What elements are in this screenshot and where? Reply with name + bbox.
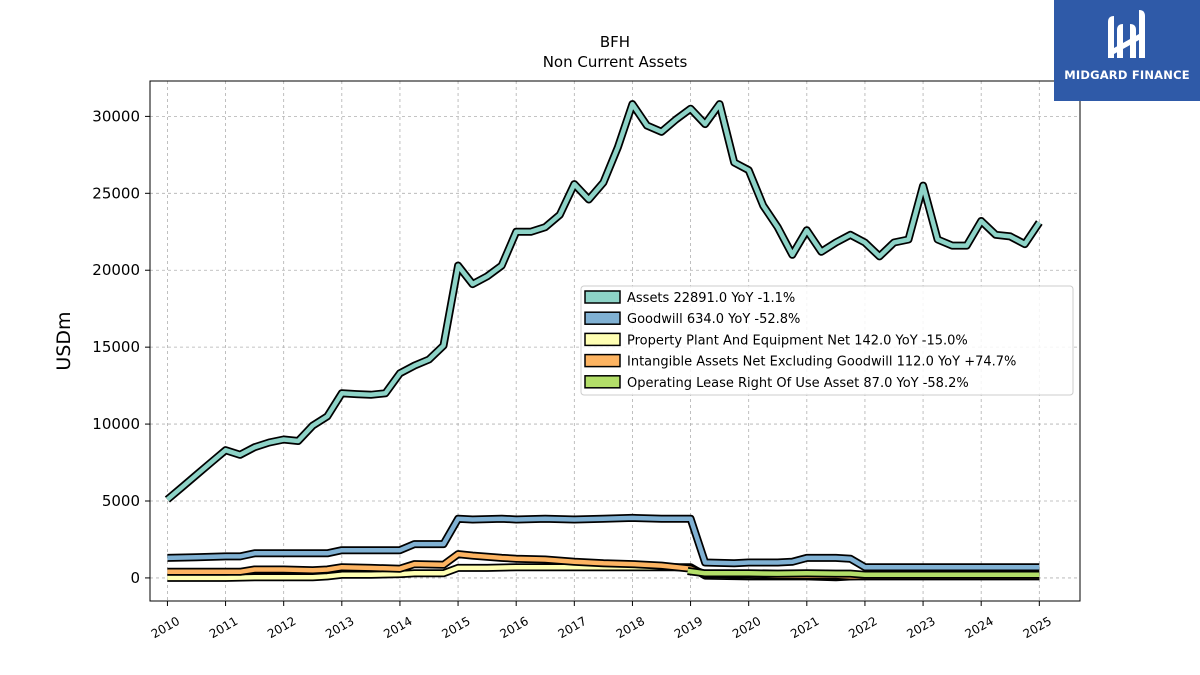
series-lines <box>164 100 1043 582</box>
y-tick-label: 20000 <box>92 261 140 279</box>
x-tick-label: 2023 <box>904 614 937 641</box>
legend-entry-label: Operating Lease Right Of Use Asset 87.0 … <box>627 376 969 391</box>
legend-entry-label: Property Plant And Equipment Net 142.0 Y… <box>627 333 968 348</box>
chart-subtitle: Non Current Assets <box>543 53 688 71</box>
series-line <box>167 515 1040 570</box>
x-axis: 2010 2011 2012 2013 2014 2015 2016 2017 2018 2019… <box>149 601 1054 641</box>
legend-entry-label: Intangible Assets Net Excluding Goodwill… <box>627 355 1016 370</box>
x-tick-label: 2019 <box>672 614 705 641</box>
plot-frame <box>149 80 1081 602</box>
x-tick-label: 2010 <box>149 614 182 641</box>
chart-title: BFH <box>600 33 630 51</box>
legend-swatch <box>584 311 621 325</box>
y-tick-label: 30000 <box>92 107 140 125</box>
y-axis-label: USDm <box>53 311 75 370</box>
legend-swatch <box>584 332 621 347</box>
series-line <box>687 568 1040 578</box>
legend: Assets 22891.0 YoY -1.1% Goodwill 634.0 Y… <box>580 285 1074 396</box>
x-tick-label: 2014 <box>381 614 414 641</box>
legend-swatch <box>584 353 621 368</box>
x-tick-label: 2013 <box>323 614 356 641</box>
x-tick-label: 2012 <box>265 614 298 641</box>
x-tick-label: 2021 <box>788 614 821 641</box>
x-tick-label: 2024 <box>962 614 995 641</box>
y-axis: 0 5000 10000 15000 20000 25000 30000 <box>92 107 150 587</box>
midgard-logo-icon <box>1108 10 1145 58</box>
x-tick-label: 2022 <box>846 614 879 641</box>
legend-swatch <box>584 375 621 389</box>
x-tick-label: 2018 <box>614 614 647 641</box>
x-tick-label: 2017 <box>556 614 589 641</box>
logo-text: MIDGARD FINANCE <box>1064 68 1190 82</box>
x-tick-label: 2020 <box>730 614 763 641</box>
y-tick-label: 5000 <box>102 492 140 510</box>
x-tick-label: 2025 <box>1021 614 1054 641</box>
x-tick-label: 2016 <box>497 614 530 641</box>
y-tick-label: 10000 <box>92 415 140 433</box>
legend-entry-label: Assets 22891.0 YoY -1.1% <box>627 291 795 306</box>
legend-box <box>580 285 1074 396</box>
x-tick-label: 2011 <box>207 614 240 641</box>
y-tick-label: 25000 <box>92 184 140 202</box>
series-line <box>165 101 1042 502</box>
legend-entry-label: Goodwill 634.0 YoY -52.8% <box>627 312 800 327</box>
y-tick-label: 15000 <box>92 338 140 356</box>
logo: MIDGARD FINANCE <box>1054 0 1200 101</box>
legend-swatch <box>584 290 621 304</box>
x-tick-label: 2015 <box>439 614 472 641</box>
y-tick-label: 0 <box>130 569 140 587</box>
